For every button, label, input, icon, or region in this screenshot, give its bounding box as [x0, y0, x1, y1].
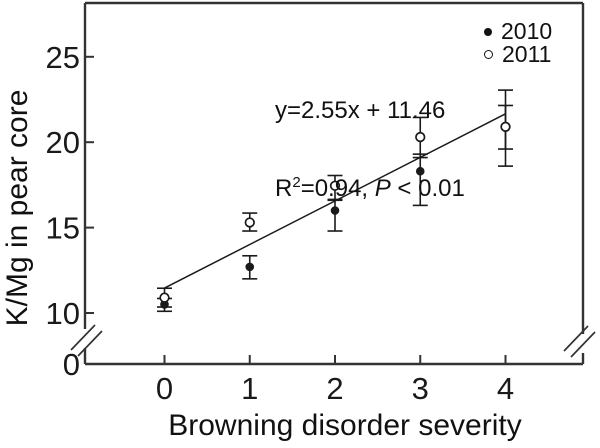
data-point-2011	[159, 292, 170, 303]
p-value: < 0.01	[390, 175, 465, 202]
right-axis-break-icon	[570, 331, 596, 358]
data-point-2011	[415, 131, 426, 143]
data-point-2011	[244, 217, 255, 228]
y-axis-title: K/Mg in pear core	[1, 89, 34, 327]
regression-annotation: y=2.55x + 11.46 R2=0.94, P < 0.01	[275, 51, 465, 249]
x-tick-label: 0	[156, 371, 173, 406]
y-tick-label: 15	[46, 211, 80, 246]
r-value: =0.94,	[300, 175, 375, 202]
r-label: R	[275, 175, 293, 202]
y-axis-break-icon	[77, 330, 103, 357]
legend: 2010 2011	[484, 18, 553, 67]
data-point-2011	[329, 180, 341, 191]
p-label: P	[374, 175, 391, 202]
x-axis-title: Browning disorder severity	[168, 409, 522, 442]
data-point-2011	[500, 121, 511, 132]
data-point-2010	[330, 206, 340, 215]
x-tick-label: 1	[241, 371, 258, 406]
legend-label-2010: 2010	[501, 18, 553, 44]
x-tick-label: 2	[326, 371, 343, 406]
y-axis-break-icon	[70, 324, 96, 351]
y-tick-label: 20	[46, 125, 80, 160]
equation-line: y=2.55x + 11.46	[275, 97, 446, 124]
right-axis-break-icon	[563, 325, 589, 352]
data-point-2010	[415, 166, 425, 176]
y-tick-label: 0	[63, 347, 80, 382]
legend-item-2010: 2010	[484, 18, 553, 44]
x-tick-label: 3	[412, 371, 429, 406]
x-tick-label: 4	[497, 371, 514, 406]
legend-item-2011: 2011	[484, 41, 552, 67]
legend-label-2011: 2011	[502, 41, 552, 67]
y-tick-label: 10	[46, 296, 80, 331]
filled-circle-icon	[484, 27, 492, 36]
data-point-2010	[245, 262, 255, 272]
y-tick-label: 25	[46, 40, 80, 75]
stats-line: R2=0.94, P < 0.01	[275, 171, 465, 201]
data-point-2010	[160, 300, 169, 309]
r-superscript: 2	[292, 174, 301, 191]
open-circle-icon	[484, 50, 493, 59]
